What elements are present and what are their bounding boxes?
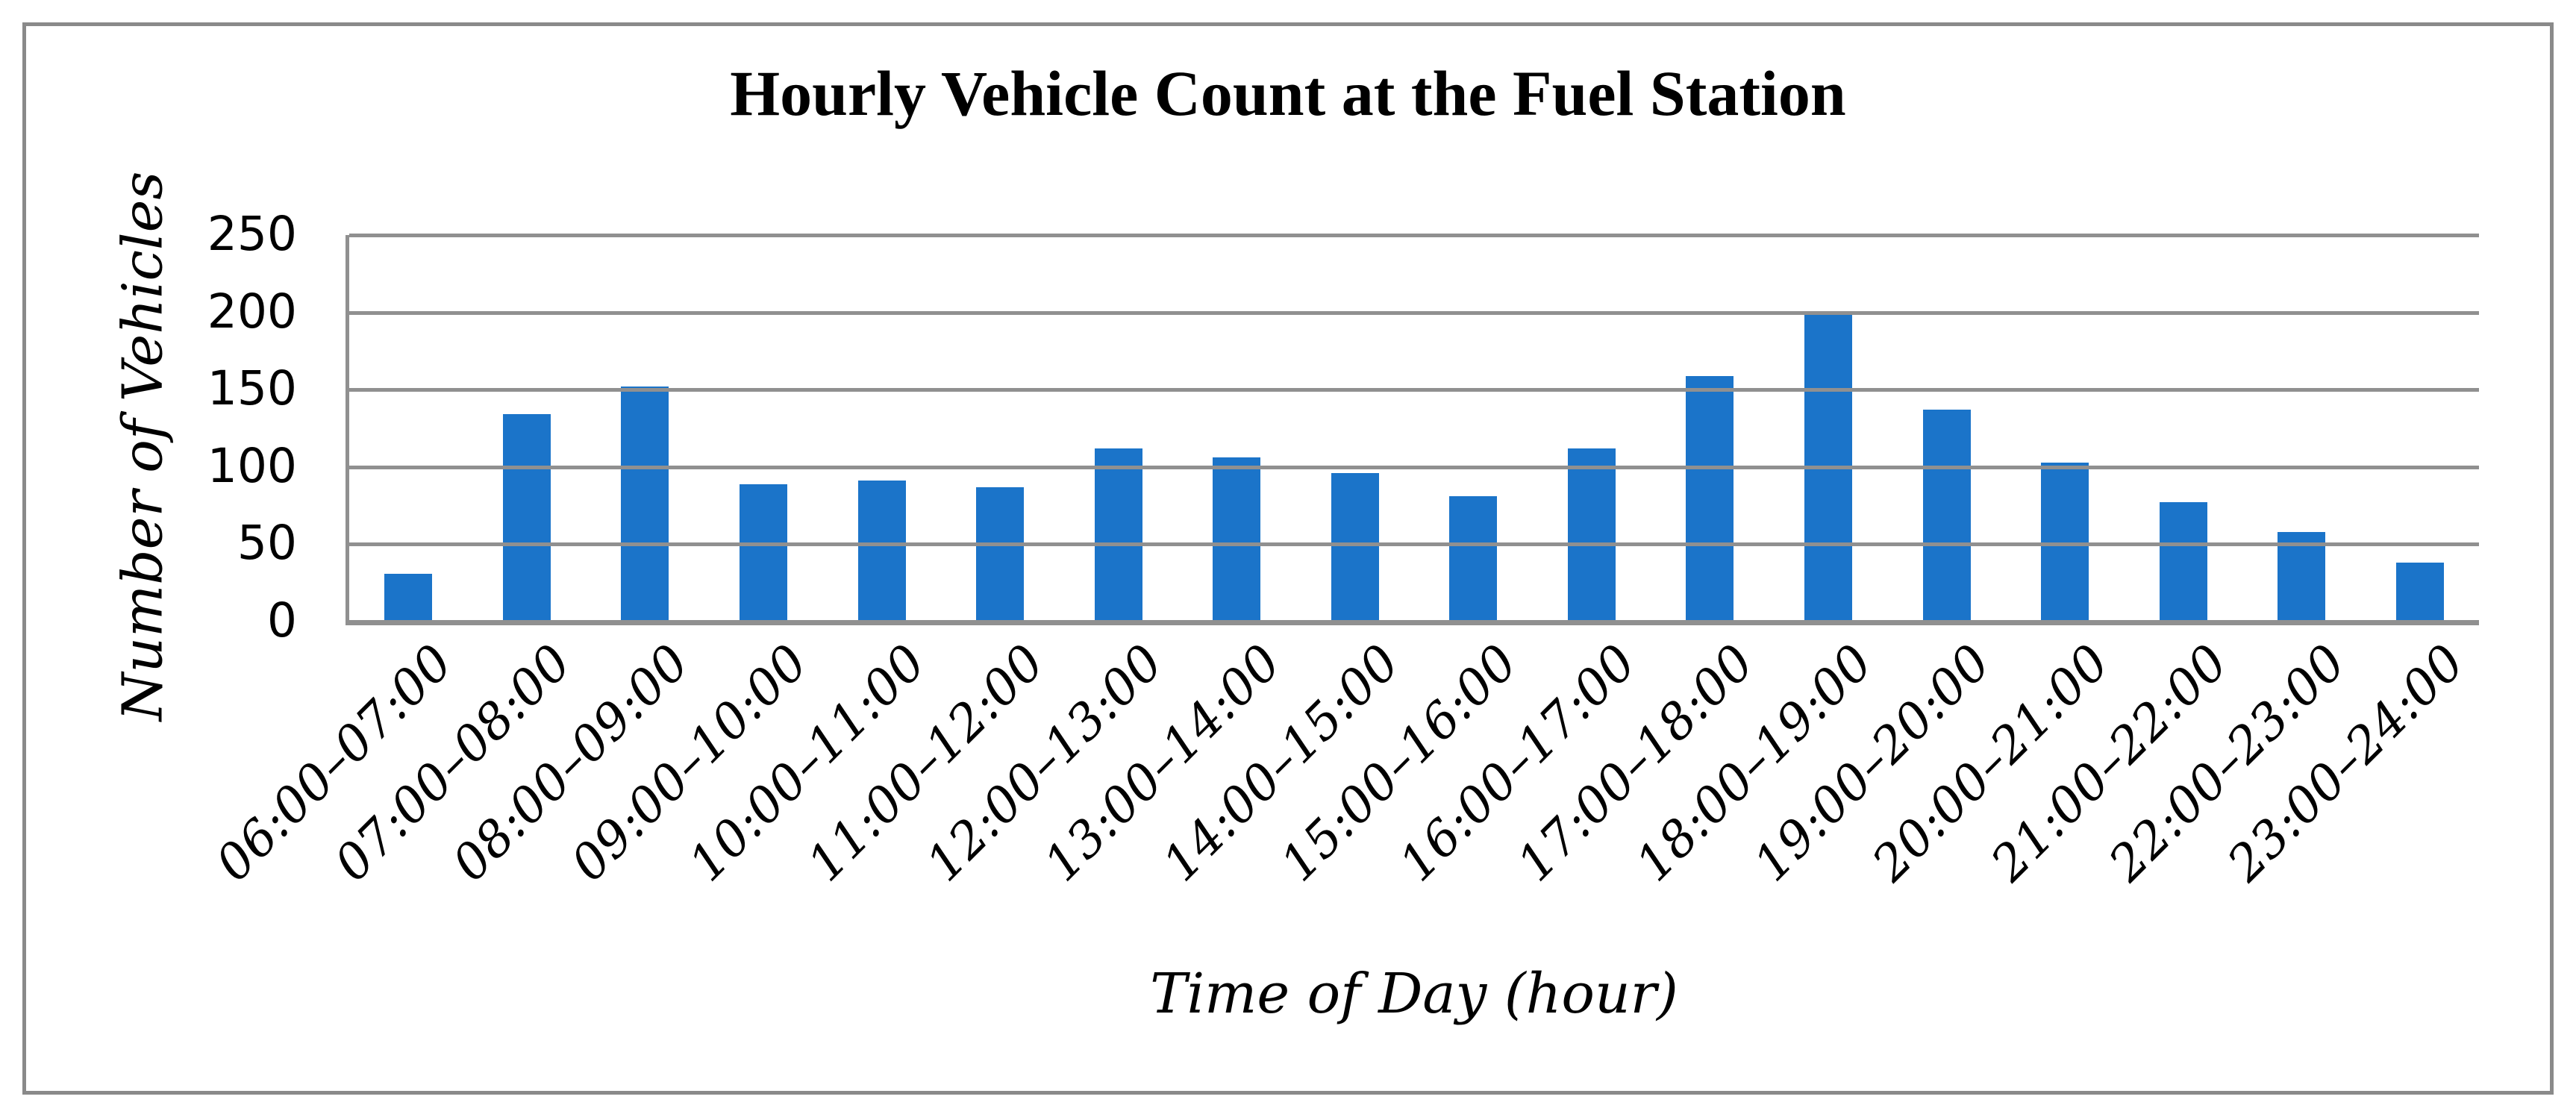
y-axis-title: Number of Vehicles — [110, 171, 175, 722]
bar-12:00–13:00 — [1095, 448, 1142, 622]
y-tick-label: 150 — [207, 361, 297, 416]
bar-17:00–18:00 — [1686, 376, 1734, 622]
bar-23:00–24:00 — [2396, 563, 2444, 622]
y-tick-label: 200 — [207, 284, 297, 339]
bar-13:00–14:00 — [1213, 457, 1260, 622]
bar-09:00–10:00 — [740, 484, 787, 622]
bar-07:00–08:00 — [503, 414, 551, 622]
bar-20:00–21:00 — [2041, 463, 2089, 622]
y-axis-line — [346, 235, 349, 625]
bar-11:00–12:00 — [976, 487, 1024, 622]
gridline-y150 — [349, 388, 2479, 392]
plot-area — [349, 235, 2479, 622]
gridline-y50 — [349, 542, 2479, 547]
gridline-y250 — [349, 234, 2479, 237]
y-tick-label: 50 — [237, 516, 297, 571]
bar-15:00–16:00 — [1449, 496, 1497, 622]
bar-14:00–15:00 — [1331, 473, 1379, 622]
bar-06:00–07:00 — [384, 574, 432, 622]
bar-19:00–20:00 — [1923, 410, 1971, 622]
bar-21:00–22:00 — [2160, 502, 2207, 622]
bar-22:00–23:00 — [2278, 532, 2325, 622]
figure-border — [22, 22, 2554, 1095]
y-tick-label: 0 — [266, 593, 297, 648]
x-axis-line — [346, 622, 2479, 625]
bar-10:00–11:00 — [858, 481, 906, 622]
gridline-y100 — [349, 465, 2479, 469]
x-axis-title: Time of Day (hour) — [1150, 962, 1678, 1026]
y-tick-label: 100 — [207, 438, 297, 493]
bar-16:00–17:00 — [1568, 448, 1616, 622]
bar-08:00–09:00 — [621, 387, 669, 622]
y-tick-label: 250 — [207, 207, 297, 261]
chart-title: Hourly Vehicle Count at the Fuel Station — [730, 57, 1846, 129]
gridline-y200 — [349, 310, 2479, 315]
